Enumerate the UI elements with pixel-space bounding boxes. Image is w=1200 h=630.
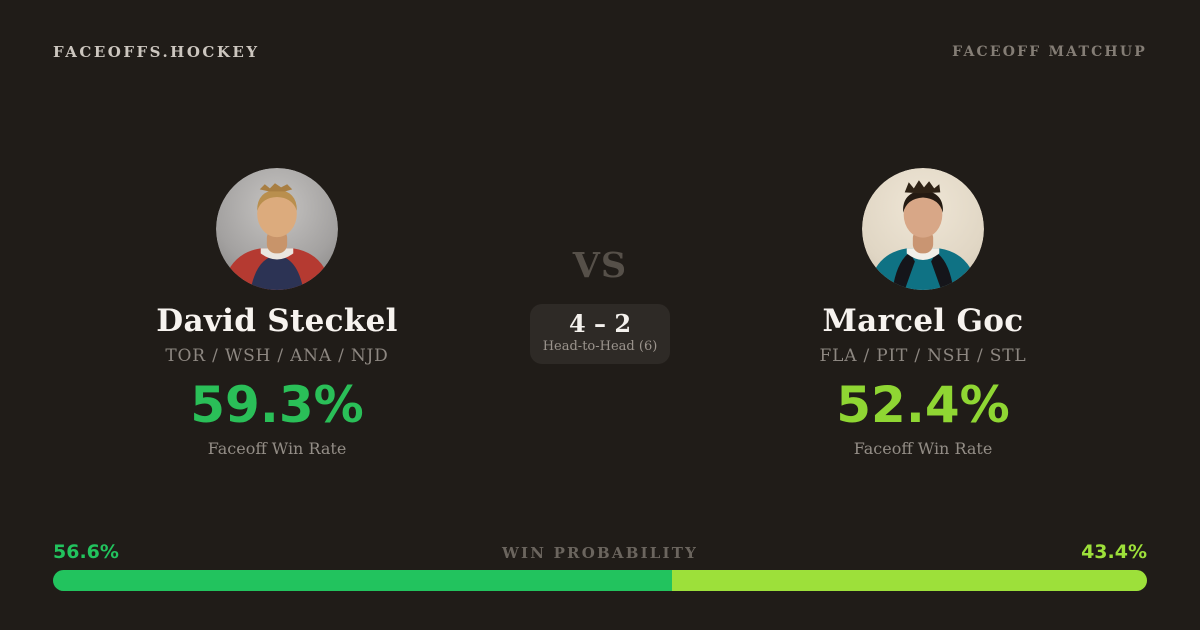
player-faceoff-win-rate-label: Faceoff Win Rate <box>853 439 993 458</box>
win-probability-labels: 56.6% WIN PROBABILITY 43.4% <box>53 541 1147 563</box>
win-probability-right-value: 43.4% <box>1081 541 1147 563</box>
player-name: Marcel Goc <box>822 303 1024 339</box>
win-probability-bar-right-segment <box>672 570 1147 591</box>
player-teams: FLA / PIT / NSH / STL <box>819 346 1027 366</box>
player-faceoff-win-rate: 52.4% <box>836 376 1010 434</box>
player-teams: TOR / WSH / ANA / NJD <box>165 346 389 366</box>
win-probability-title: WIN PROBABILITY <box>501 544 699 562</box>
player-faceoff-win-rate-label: Faceoff Win Rate <box>207 439 347 458</box>
win-probability-bar-left-segment <box>53 570 673 591</box>
head-to-head-box: 4 – 2 Head-to-Head (6) <box>530 304 670 364</box>
player-avatar-left <box>216 168 338 290</box>
brand-logo-text: FACEOFFS.HOCKEY <box>53 43 260 61</box>
win-probability-bar <box>53 570 1147 591</box>
win-probability-left-value: 56.6% <box>53 541 119 563</box>
matchup-center: VS 4 – 2 Head-to-Head (6) <box>450 248 750 364</box>
page-title: FACEOFF MATCHUP <box>952 44 1147 60</box>
player-name: David Steckel <box>156 303 398 339</box>
player-card-left: David Steckel TOR / WSH / ANA / NJD 59.3… <box>97 168 457 458</box>
vs-label: VS <box>572 245 628 286</box>
player-avatar-right <box>862 168 984 290</box>
head-to-head-label: Head-to-Head (6) <box>542 339 658 355</box>
player-faceoff-win-rate: 59.3% <box>190 376 364 434</box>
head-to-head-score: 4 – 2 <box>568 309 632 338</box>
player-card-right: Marcel Goc FLA / PIT / NSH / STL 52.4% F… <box>743 168 1103 458</box>
